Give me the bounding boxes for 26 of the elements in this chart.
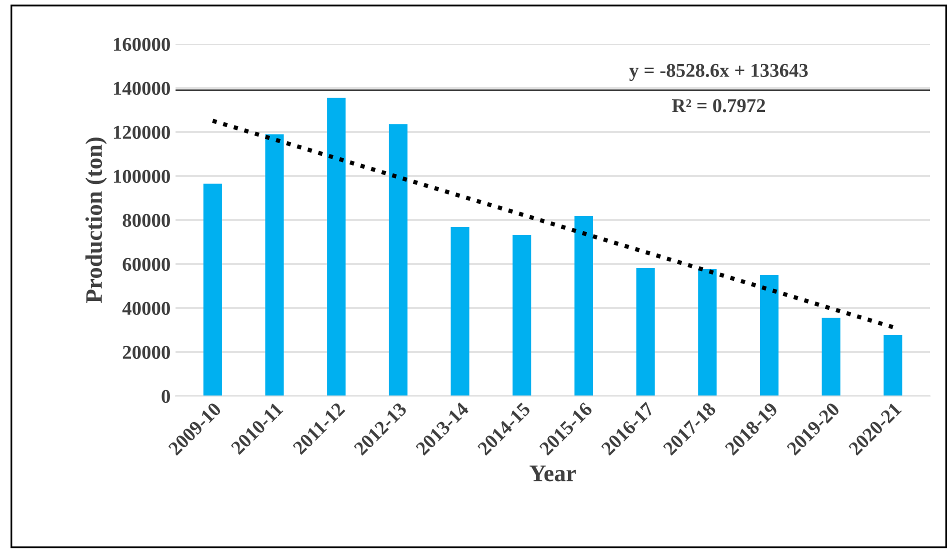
y-tick-label: 60000: [122, 258, 170, 271]
bar: [760, 275, 779, 396]
y-tick-label: 160000: [114, 38, 170, 51]
y-tick-label: 100000: [114, 170, 170, 183]
y-tick-label: 20000: [122, 346, 170, 359]
y-tick-label: 80000: [122, 214, 170, 227]
y-tick-label: 0: [162, 390, 170, 403]
bar: [574, 216, 593, 396]
bar: [822, 318, 840, 396]
bar: [265, 134, 284, 396]
bar: [203, 184, 222, 396]
bar: [636, 268, 655, 396]
bar: [450, 227, 470, 396]
bar: [884, 335, 902, 396]
annotation: R² = 0.7972: [672, 99, 766, 112]
line-series: [210, 118, 895, 330]
y-tick-label: 40000: [122, 302, 170, 315]
bar: [698, 269, 717, 396]
bar: [388, 124, 408, 396]
x-axis-title: Year: [530, 466, 576, 482]
y-tick-label: 140000: [114, 82, 170, 95]
bar: [327, 98, 346, 396]
y-tick-label: 120000: [114, 126, 170, 139]
annotation: y = -8528.6x + 133643: [629, 64, 808, 81]
y-axis-title: Production (ton): [85, 138, 107, 304]
bar: [512, 234, 532, 396]
